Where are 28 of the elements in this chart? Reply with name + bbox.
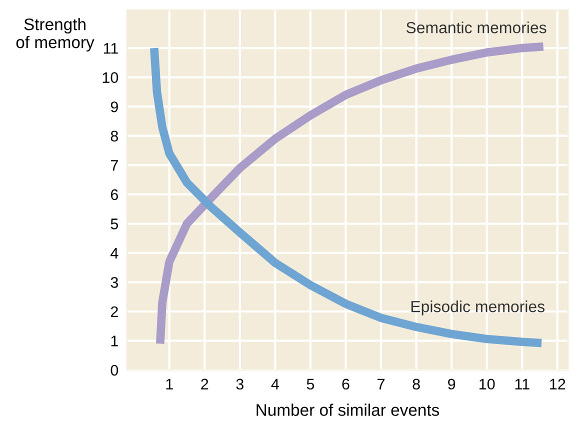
y-tick-label: 11 <box>104 43 118 54</box>
y-tick-label: 10 <box>102 72 118 84</box>
y-tick-label: 2 <box>110 306 118 317</box>
x-tick-label: 6 <box>342 378 350 390</box>
y-tick-label: 1 <box>111 336 118 346</box>
y-axis-title: Strength of memory <box>16 18 94 52</box>
y-tick-label: 5 <box>110 218 118 230</box>
y-tick-label: 8 <box>110 130 118 142</box>
series-label: Episodic memories <box>411 300 544 316</box>
x-tick-label: 8 <box>412 378 420 390</box>
x-tick-label: 2 <box>201 378 208 390</box>
x-tick-label: 1 <box>166 378 173 390</box>
y-tick-label: 9 <box>110 101 118 112</box>
x-tick-label: 9 <box>448 378 456 390</box>
x-tick-label: 3 <box>236 378 244 390</box>
x-tick-label: 7 <box>378 378 384 390</box>
y-tick-label: 4 <box>110 248 118 258</box>
x-tick-label: 12 <box>550 378 566 390</box>
y-tick-label: 7 <box>110 160 118 171</box>
y-tick-label: 3 <box>110 277 118 288</box>
x-tick-label: 4 <box>271 378 279 390</box>
y-tick-label: 6 <box>110 189 118 200</box>
x-axis-title: Number of similar events <box>256 404 440 416</box>
x-tick-label: 5 <box>306 378 314 390</box>
y-tick-label: 0 <box>110 364 118 376</box>
x-tick-label: 11 <box>515 378 530 390</box>
series-label: Semantic memories <box>406 22 546 34</box>
x-tick-label: 10 <box>480 378 495 390</box>
